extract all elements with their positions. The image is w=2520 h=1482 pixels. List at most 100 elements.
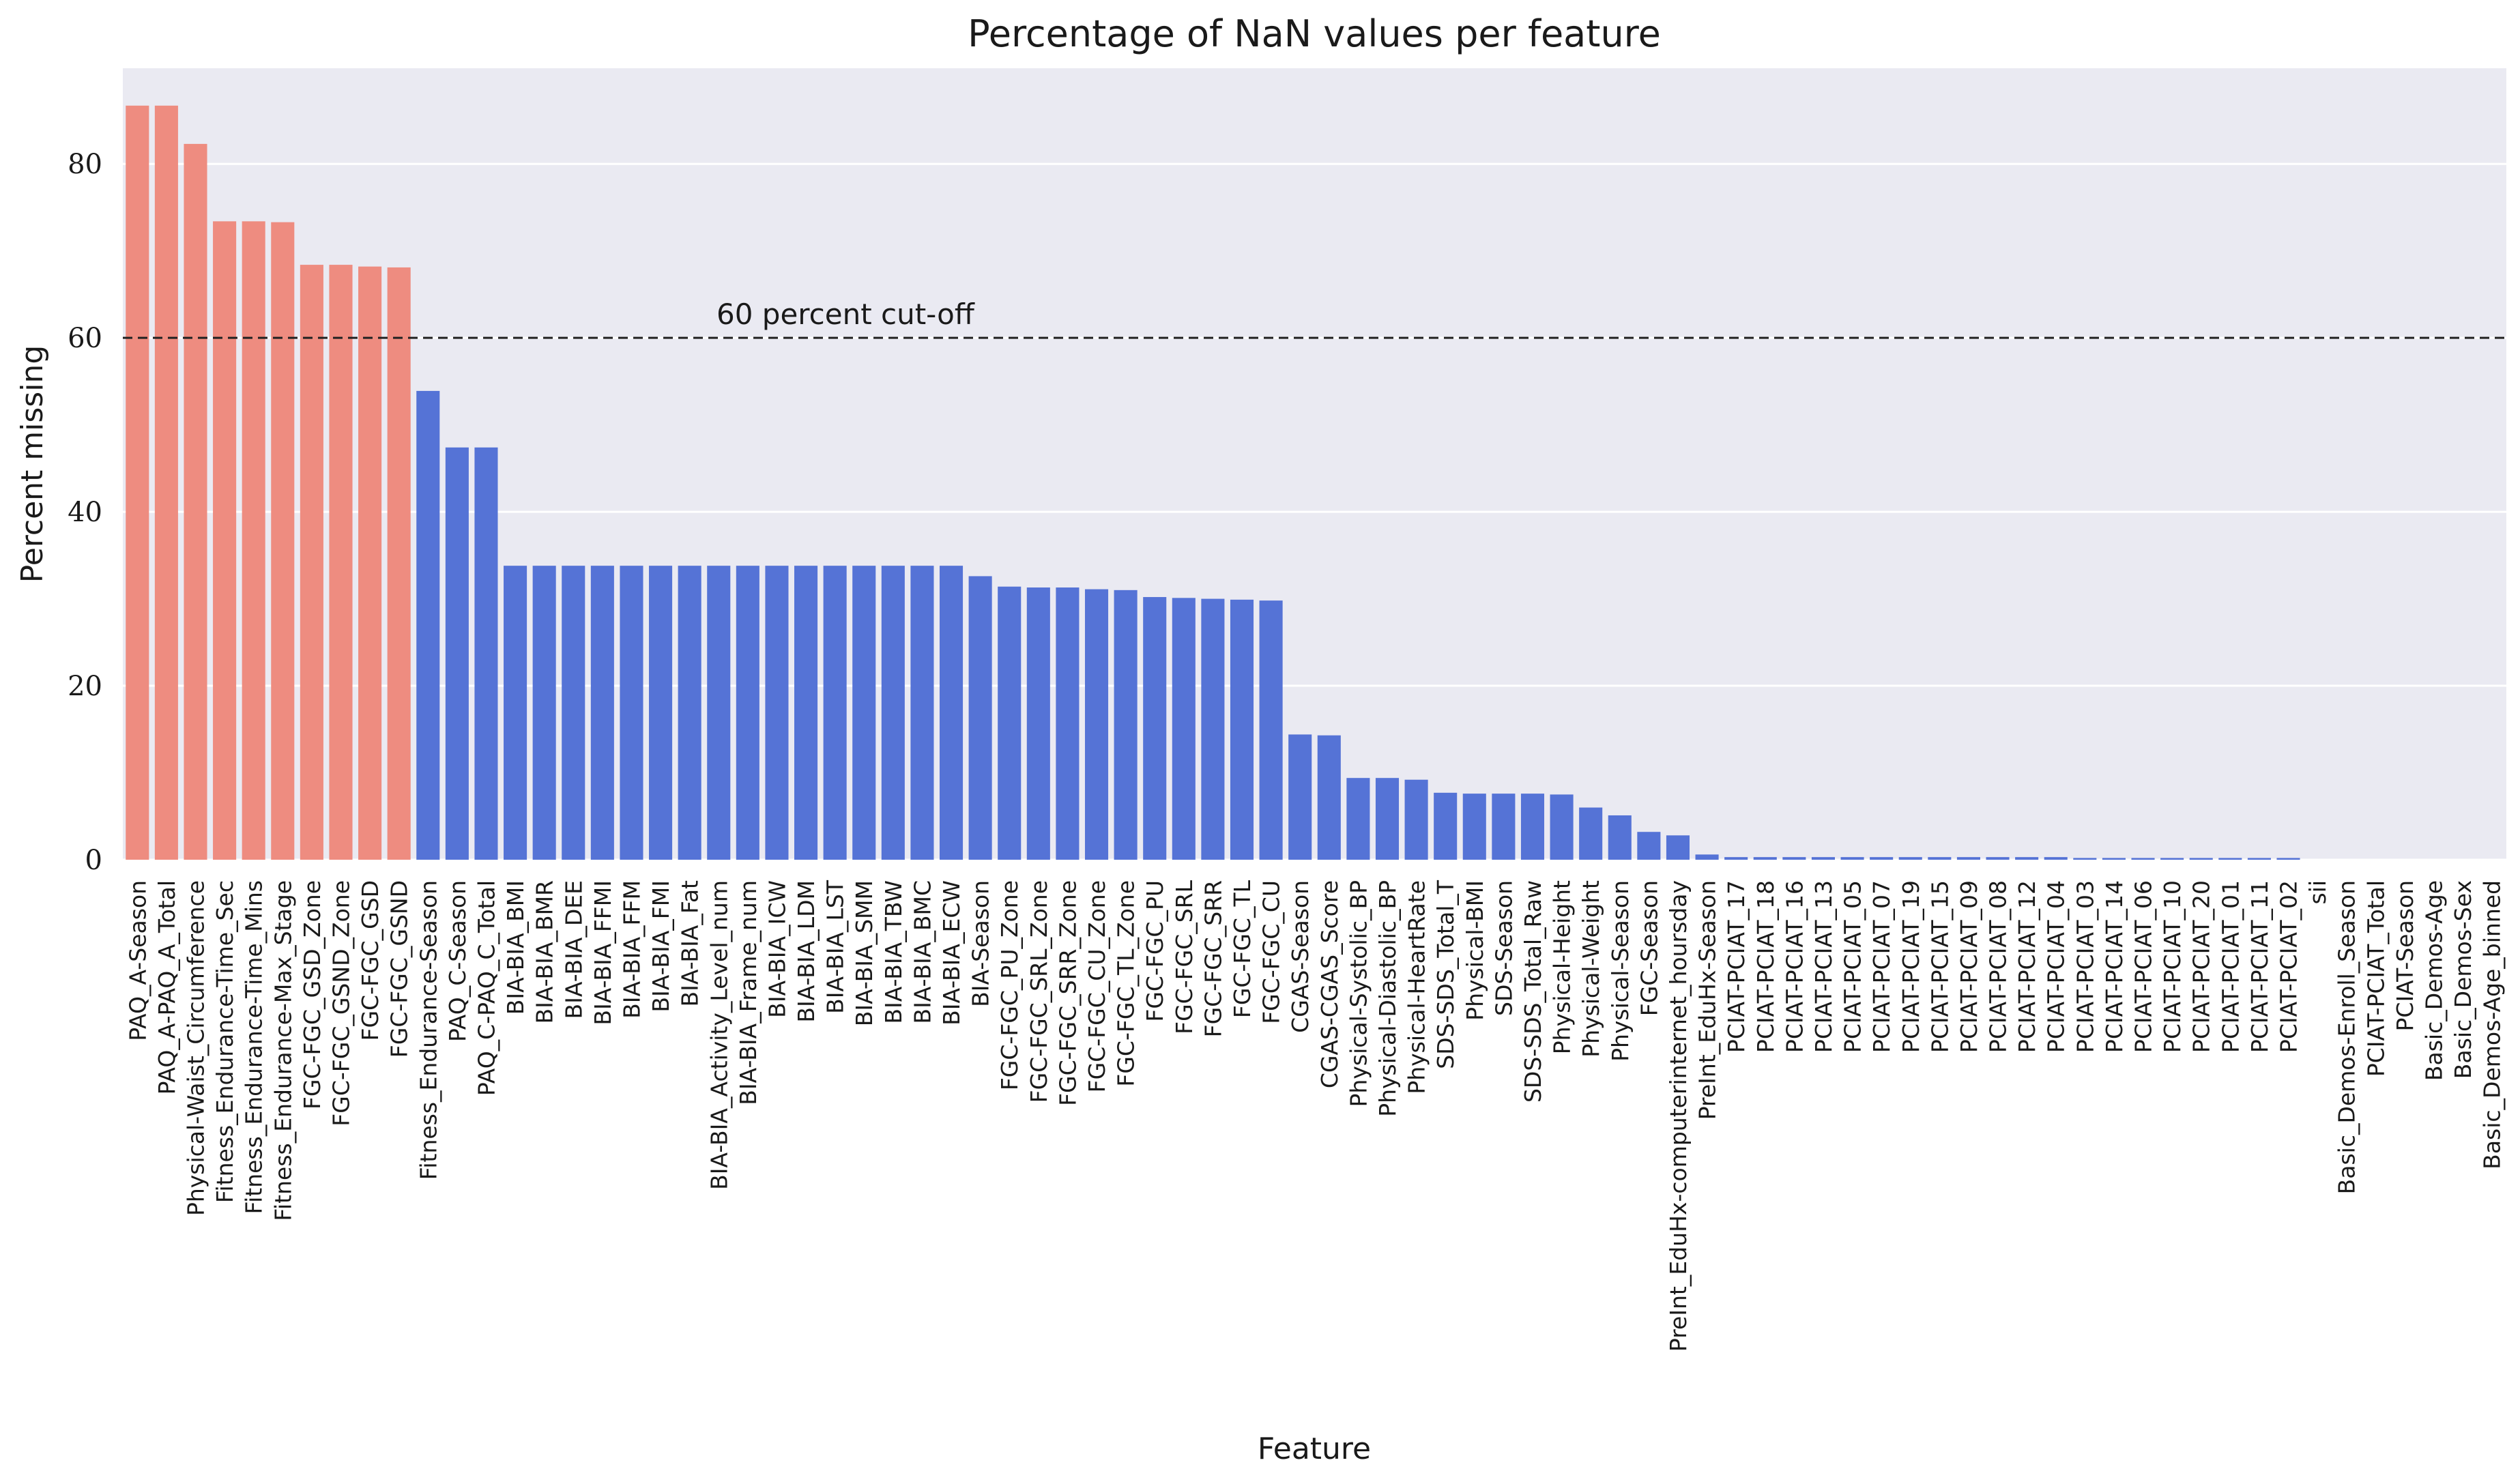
x-tick-label: FGC-Season: [1636, 880, 1662, 1016]
x-tick-label: PCIAT-PCIAT_20: [2188, 880, 2215, 1053]
x-tick-label: SDS-Season: [1490, 880, 1517, 1016]
x-tick-label: PCIAT-Season: [2392, 880, 2418, 1032]
x-tick-label: BIA-BIA_Fat: [677, 880, 704, 1007]
x-tick-label: PCIAT-PCIAT_09: [1956, 880, 1982, 1053]
bar: [939, 566, 964, 860]
bar: [1172, 598, 1196, 860]
bar: [1956, 857, 1980, 860]
x-tick-label: PCIAT-PCIAT_16: [1781, 880, 1808, 1053]
bar: [329, 265, 353, 860]
bar: [474, 447, 498, 860]
bar: [154, 105, 178, 860]
x-tick-label: Physical-Weight: [1578, 880, 1604, 1058]
bar: [1928, 857, 1952, 860]
bar: [649, 566, 673, 860]
x-tick-label: FGC-FGC_GSD: [357, 880, 383, 1041]
x-tick-label: PAQ_A-Season: [124, 880, 151, 1041]
x-tick-label: FGC-FGC_GSD_Zone: [299, 880, 325, 1109]
bar: [2044, 857, 2068, 860]
x-tick-label: PCIAT-PCIAT_17: [1723, 880, 1750, 1053]
x-tick-label: Physical-Waist_Circumference: [182, 880, 209, 1216]
bar: [590, 566, 614, 860]
bar: [1579, 807, 1603, 860]
bar: [736, 566, 759, 860]
x-tick-label: BIA-BIA_BMI: [502, 880, 529, 1015]
x-tick-label: Fitness_Endurance-Time_Mins: [241, 880, 267, 1214]
bar: [2102, 858, 2126, 860]
bar: [1870, 857, 1894, 860]
x-tick-label: Physical-Systolic_BP: [1345, 880, 1372, 1107]
bar: [1492, 794, 1516, 860]
bar: [881, 566, 905, 860]
x-tick-label: FGC-FGC_SRL: [1171, 880, 1198, 1034]
x-tick-label: PCIAT-PCIAT_Total: [2362, 880, 2389, 1077]
x-tick-label: Basic_Demos-Age: [2421, 880, 2448, 1081]
x-axis-label: Feature: [1258, 1432, 1371, 1466]
bar: [1666, 835, 1690, 860]
bar: [1695, 854, 1719, 860]
x-tick-label: sii: [2304, 880, 2331, 905]
bar: [1637, 832, 1661, 860]
bars: [126, 105, 2300, 860]
bar: [707, 566, 731, 860]
x-tick-label: SDS-SDS_Total_Raw: [1520, 880, 1546, 1103]
y-tick-label: 20: [68, 671, 102, 702]
x-tick-label: PCIAT-PCIAT_18: [1752, 880, 1779, 1053]
bar: [1375, 778, 1400, 860]
x-tick-label: Fitness_Endurance-Season: [415, 880, 441, 1180]
x-tick-label: Physical-BMI: [1462, 880, 1488, 1021]
bar: [2218, 858, 2242, 860]
x-tick-label: Fitness_Endurance-Max_Stage: [270, 880, 296, 1221]
bar: [1550, 794, 1574, 860]
bar: [910, 566, 934, 860]
bar: [1114, 590, 1138, 860]
bar: [1288, 734, 1312, 860]
x-tick-label: FGC-FGC_PU: [1142, 880, 1168, 1022]
x-tick-label: BIA-BIA_FFM: [618, 880, 645, 1019]
bar: [1026, 587, 1050, 860]
bar: [765, 566, 789, 860]
y-tick-label: 60: [68, 323, 102, 354]
x-tick-label: BIA-BIA_SMM: [851, 880, 878, 1026]
x-tick-label: Physical-Season: [1607, 880, 1634, 1062]
bar: [1346, 778, 1370, 860]
bar: [2015, 857, 2039, 860]
x-tick-label: BIA-BIA_BMC: [909, 880, 936, 1024]
y-tick-label: 40: [68, 497, 102, 528]
bar: [126, 105, 149, 860]
x-tick-label: BIA-BIA_LST: [822, 880, 849, 1014]
x-tick-label: FGC-FGC_PU_Zone: [996, 880, 1023, 1090]
x-tick-label: PCIAT-PCIAT_02: [2276, 880, 2302, 1053]
bar: [445, 447, 469, 860]
x-tick-label: PCIAT-PCIAT_14: [2101, 880, 2128, 1053]
x-tick-label: FGC-FGC_TL_Zone: [1113, 880, 1140, 1087]
x-tick-label: BIA-BIA_Frame_num: [735, 880, 762, 1105]
x-tick-label: PAQ_C-Season: [444, 880, 471, 1042]
x-tick-label: CGAS-Season: [1287, 880, 1314, 1033]
bar: [1143, 597, 1167, 860]
bar: [1201, 598, 1225, 860]
x-tick-label: Basic_Demos-Sex: [2450, 880, 2476, 1079]
threshold-label: 60 percent cut-off: [716, 297, 975, 331]
x-tick-label: CGAS-CGAS_Score: [1316, 880, 1343, 1088]
bar: [562, 566, 585, 860]
bar: [678, 566, 701, 860]
x-tick-label: BIA-BIA_FFMI: [590, 880, 616, 1026]
bar: [1608, 815, 1632, 860]
bar: [1230, 599, 1254, 860]
bar: [2247, 858, 2271, 860]
bar: [1317, 735, 1341, 860]
x-tick-label: PCIAT-PCIAT_01: [2217, 880, 2244, 1053]
bar: [1434, 792, 1458, 860]
x-tick-label: BIA-BIA_FMI: [648, 880, 674, 1013]
x-tick-label: PCIAT-PCIAT_10: [2159, 880, 2186, 1053]
x-axis-ticks: PAQ_A-Season PAQ_A-PAQ_A_Total Physical-Wa…: [124, 880, 2505, 1352]
x-tick-label: Physical-Height: [1549, 880, 1576, 1054]
x-tick-label: BIA-BIA_LDM: [793, 880, 820, 1023]
x-tick-label: FGC-FGC_GSND_Zone: [328, 880, 354, 1127]
bar: [1404, 779, 1428, 860]
x-tick-label: BIA-Season: [968, 880, 994, 1007]
x-tick-label: FGC-FGC_SRR: [1200, 880, 1226, 1037]
x-tick-label: PAQ_A-PAQ_A_Total: [154, 880, 180, 1094]
